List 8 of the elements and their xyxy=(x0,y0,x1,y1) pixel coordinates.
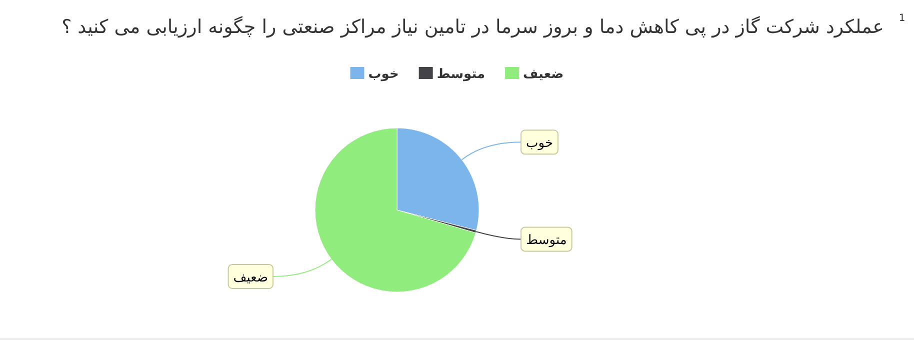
slice-label: متوسط xyxy=(526,233,567,248)
slice-label: ضعیف xyxy=(233,270,268,286)
legend-label: متوسط xyxy=(436,67,486,82)
text: 1 xyxy=(898,13,906,24)
chart-title: عملکرد شرکت گاز در پی کاهش دما و بروز سرما در تامین نیاز مراکز صنعتی را چگونه ارزیابی می کنید ؟ xyxy=(62,15,884,38)
slice-label: خوب xyxy=(526,136,553,152)
legend-label: خوب xyxy=(368,67,399,82)
legend-label: ضعیف xyxy=(523,67,564,82)
